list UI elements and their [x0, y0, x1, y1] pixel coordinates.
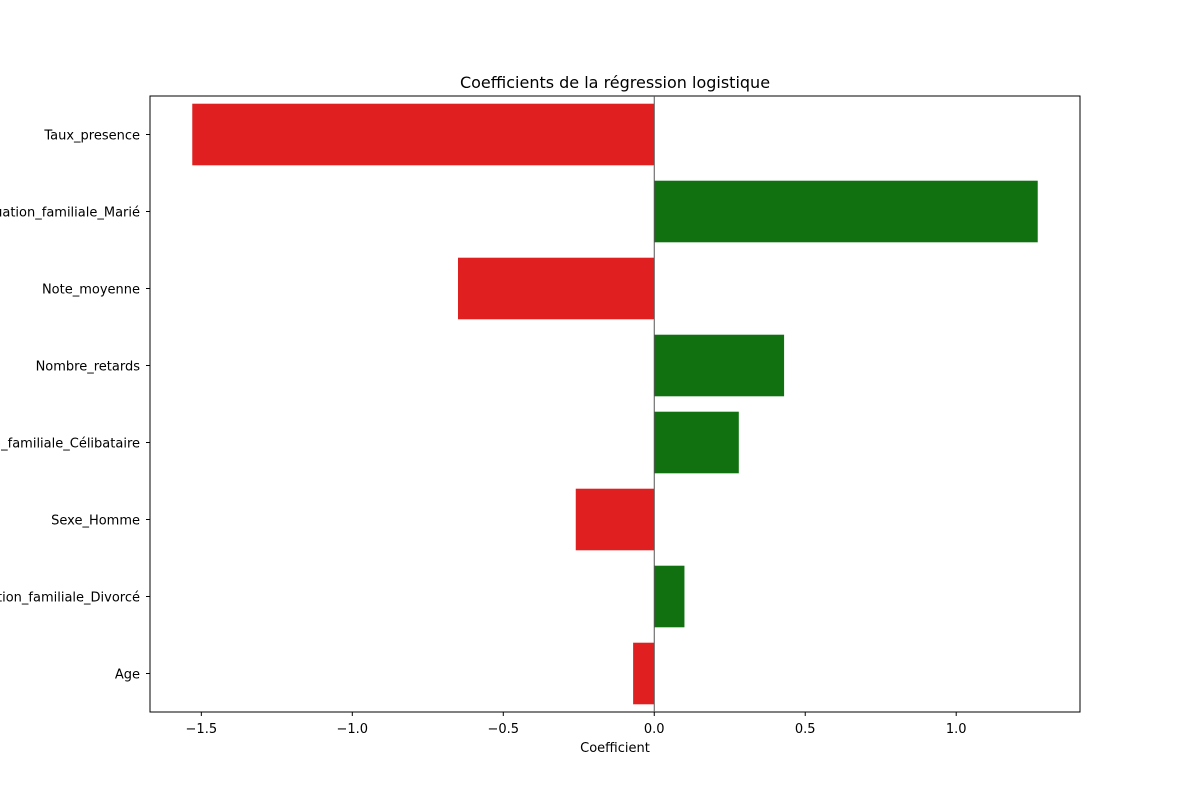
x-tick-label: −1.5: [186, 722, 218, 737]
bar: [654, 180, 1038, 243]
y-tick-label: Taux_presence: [43, 129, 140, 144]
x-tick-label: 0.0: [644, 722, 665, 737]
bar: [654, 334, 785, 397]
plot-area-frame: [149, 95, 1081, 713]
y-tick-label: Situation_familiale_Divorcé: [0, 591, 140, 606]
bar: [575, 488, 655, 551]
bar: [654, 411, 739, 474]
chart-title: Coefficients de la régression logistique: [460, 73, 770, 92]
y-tick-label: Age: [115, 668, 140, 683]
bar: [457, 257, 655, 320]
y-tick-label: Note_moyenne: [42, 283, 140, 298]
bar: [192, 103, 655, 166]
y-tick-label: Situation_familiale_Marié: [0, 206, 140, 221]
x-tick-label: 1.0: [946, 722, 967, 737]
x-axis-label: Coefficient: [580, 741, 650, 756]
y-tick-label: Situation_familiale_Célibataire: [0, 437, 140, 452]
x-tick-label: −0.5: [487, 722, 519, 737]
y-tick-label: Sexe_Homme: [51, 514, 140, 529]
bar: [633, 642, 655, 705]
y-tick-label: Nombre_retards: [36, 360, 141, 375]
x-tick-label: 0.5: [795, 722, 816, 737]
x-tick-label: −1.0: [337, 722, 369, 737]
bar: [654, 565, 685, 628]
